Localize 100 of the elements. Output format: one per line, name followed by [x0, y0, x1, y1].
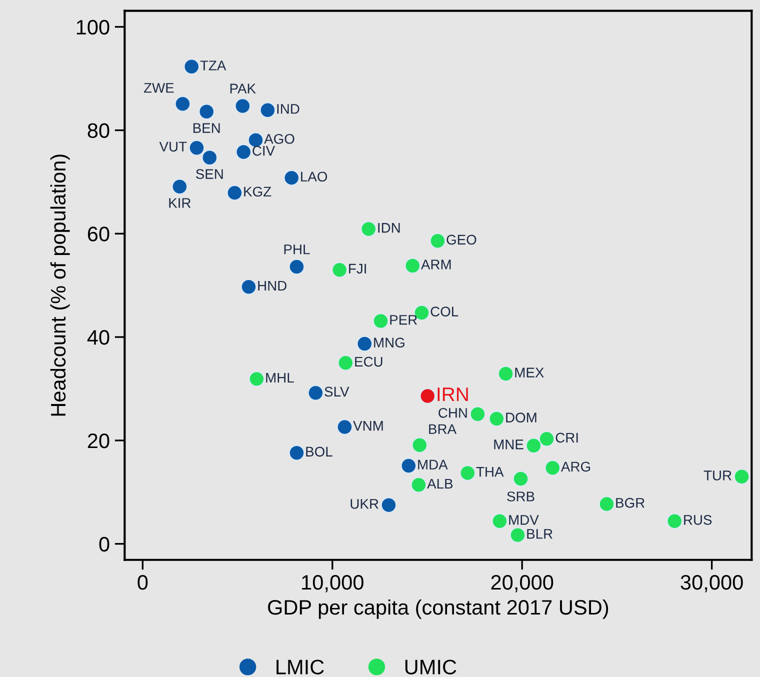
x-tick-label: 20,000 [491, 575, 554, 592]
point [198, 104, 214, 120]
y-tick-label: 20 [88, 433, 110, 448]
point [338, 355, 354, 371]
data-label: MHL [266, 372, 294, 383]
point [470, 406, 486, 422]
data-label: IND [277, 104, 300, 114]
point [488, 411, 504, 426]
y-tick-label: 60 [88, 226, 110, 242]
point [492, 513, 508, 529]
data-label: RUS [684, 515, 712, 525]
data-label: KIR [169, 198, 191, 208]
data-label: CRI [556, 432, 578, 443]
point [430, 233, 446, 249]
y-tick-label: 40 [87, 330, 110, 345]
y-axis-title: Headcount (% of population) [50, 154, 70, 416]
point [284, 170, 300, 186]
point [498, 366, 514, 382]
point [526, 438, 542, 454]
point [184, 58, 200, 74]
data-label: GEO [446, 234, 476, 245]
y-tick-label: 0 [99, 536, 110, 552]
point [373, 313, 388, 329]
data-label: SLV [324, 386, 350, 397]
point [544, 460, 560, 476]
data-label: VNM [353, 421, 383, 431]
data-label: TUR [704, 470, 732, 480]
data-label: MDA [418, 460, 448, 470]
data-label: FJI [349, 264, 366, 274]
data-label: ALB [427, 478, 453, 489]
data-label: AGO [264, 134, 294, 144]
point [174, 96, 190, 112]
point [308, 385, 324, 401]
data-label: THA [476, 467, 504, 477]
y-tick-label: 80 [88, 123, 110, 138]
data-label: TZA [200, 60, 226, 70]
point [332, 262, 348, 278]
point [189, 140, 204, 156]
point [289, 445, 304, 461]
x-tick-label: 0 [138, 575, 148, 590]
data-label: SRB [507, 492, 534, 502]
data-label: VUT [159, 142, 187, 152]
data-label: SEN [196, 169, 223, 179]
x-tick-label: 10,000 [302, 575, 364, 592]
data-label: KGZ [244, 186, 272, 197]
point [460, 465, 476, 481]
data-label: BGR [616, 498, 644, 508]
point [172, 178, 188, 194]
point [248, 371, 264, 387]
data-label: CIV [252, 146, 276, 156]
data-label: MDV [509, 515, 539, 525]
data-label: BLR [527, 529, 552, 539]
data-label: MNG [374, 338, 404, 348]
point [241, 279, 256, 295]
y-tick-label: 100 [76, 20, 110, 35]
data-label: DOM [506, 412, 536, 422]
data-label: UKR [350, 499, 378, 509]
data-label: PHL [284, 244, 310, 254]
point [412, 437, 428, 453]
data-label: ARG [560, 462, 590, 472]
point [513, 471, 528, 486]
data-label: MEX [515, 368, 544, 378]
point [598, 496, 614, 512]
point [510, 527, 526, 543]
data-label: BOL [306, 446, 332, 457]
data-label: LAO [301, 172, 328, 182]
point [360, 221, 376, 237]
data-label: CHN [438, 408, 467, 418]
point [234, 98, 250, 114]
point [337, 419, 352, 435]
point [289, 259, 304, 274]
point [236, 144, 252, 160]
point [260, 102, 276, 118]
data-label: COL [430, 306, 458, 316]
data-label: PAK [230, 84, 256, 94]
point [226, 185, 242, 201]
point [410, 477, 426, 493]
point [420, 388, 436, 404]
data-label: ZWE [144, 83, 174, 93]
data-label: ARM [420, 260, 451, 270]
point [202, 150, 218, 166]
data-label: HND [258, 280, 286, 290]
data-label: IDN [378, 223, 400, 233]
x-tick-label: 30,000 [680, 575, 743, 592]
data-label: IRN [438, 388, 468, 402]
data-label: PER [390, 315, 417, 325]
point [356, 336, 372, 352]
point [400, 458, 416, 474]
data-label: ECU [355, 356, 382, 367]
data-label: MNE [494, 440, 524, 450]
data-label: BRA [429, 424, 457, 434]
x-axis-title: GDP per capita (constant 2017 USD) [268, 599, 608, 619]
point [539, 431, 554, 447]
legend-label: UMIC [405, 660, 456, 674]
data-label: BEN [193, 123, 220, 133]
point [404, 258, 420, 274]
point [734, 468, 750, 484]
point [381, 497, 396, 513]
point [666, 513, 682, 529]
legend-label: LMIC [276, 660, 324, 674]
